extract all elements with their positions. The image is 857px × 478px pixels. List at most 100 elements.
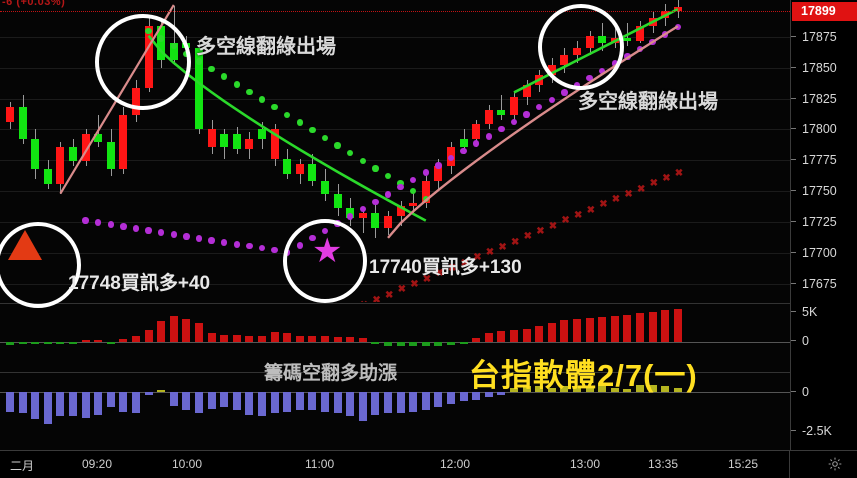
trend-stop-marker: ✖ <box>662 172 671 184</box>
oi-bar <box>636 384 644 392</box>
volume-bar <box>396 342 405 347</box>
annotation-exit-left: 多空線翻綠出場 <box>196 36 336 58</box>
candle-body <box>106 141 115 169</box>
oi-bar <box>245 392 254 415</box>
sar-dot-purple <box>397 184 404 191</box>
sar-dot-purple <box>170 231 177 238</box>
candle-body <box>358 213 367 219</box>
candle-wick <box>627 23 629 46</box>
sar-dot-purple <box>347 213 354 220</box>
sar-dot-green <box>195 58 203 65</box>
oi-bar <box>497 392 506 395</box>
sar-dot-purple <box>221 239 228 246</box>
oi-zero-line <box>0 392 790 393</box>
volume-bar <box>220 334 229 342</box>
oi-bar <box>6 392 14 412</box>
annotation-circle-signal-mid <box>283 219 367 303</box>
annotation-signal-left: 17748買訊多+40 <box>68 273 211 294</box>
oi-bar <box>510 387 518 392</box>
price-tick: 17800 <box>791 122 857 136</box>
oi-bar <box>56 392 65 416</box>
gear-icon[interactable] <box>827 456 843 472</box>
annotation-circle-exit-right <box>538 4 624 90</box>
oi-bar <box>321 392 329 412</box>
oi-bar <box>195 392 203 413</box>
sar-dot-purple <box>649 38 656 45</box>
sar-dot-purple <box>120 223 127 230</box>
oi-bar <box>232 392 241 410</box>
sar-dot-purple <box>422 169 429 176</box>
sar-dot-purple <box>271 247 278 254</box>
sar-dot-green <box>422 195 429 203</box>
trend-stop-marker: ✖ <box>637 183 646 195</box>
oi-bar <box>94 392 103 415</box>
candle-body <box>270 129 279 159</box>
volume-bar <box>333 336 342 342</box>
candle-body <box>459 139 468 147</box>
oi-bar <box>31 392 40 419</box>
trend-stop-marker: ✖ <box>611 194 621 206</box>
sar-dot-purple <box>359 205 366 213</box>
annotation-exit-right: 多空線翻綠出場 <box>578 91 718 113</box>
volume-bar <box>283 333 292 342</box>
oi-bar <box>598 386 607 392</box>
sar-dot-green <box>258 96 266 103</box>
candle-body <box>308 163 317 182</box>
time-tick: 13:35 <box>648 457 679 471</box>
volume-bar <box>623 314 632 342</box>
annotation-circle-signal-left <box>0 222 81 308</box>
candle-body <box>409 203 418 206</box>
time-tick: 13:00 <box>570 457 601 471</box>
trend-stop-marker: ✖ <box>536 225 545 237</box>
open-interest-pane[interactable] <box>0 372 790 450</box>
trend-stop-marker: ✖ <box>435 268 444 280</box>
sar-dot-green <box>309 126 316 134</box>
oi-bar <box>384 392 392 413</box>
sar-dot-purple <box>384 191 392 198</box>
oi-bar <box>535 386 544 392</box>
ticker-change: -6 (+0.03%) <box>2 0 66 8</box>
volume-bar <box>245 335 254 342</box>
trend-stop-marker: ✖ <box>473 252 482 264</box>
sar-dot-purple <box>195 235 203 242</box>
volume-bar <box>295 335 304 342</box>
sar-dot-purple <box>510 118 518 125</box>
volume-bar <box>610 316 619 342</box>
oi-bar <box>182 392 191 410</box>
oi-bar <box>673 387 682 392</box>
oi-bar <box>560 386 569 392</box>
candle-body <box>522 85 531 98</box>
sar-dot-green <box>233 81 240 88</box>
oi-bar <box>157 390 166 392</box>
time-axis[interactable]: 二月 09:20 10:00 11:00 12:00 13:00 13:35 15:25 <box>0 450 857 478</box>
volume-bar <box>484 333 493 342</box>
trend-stop-marker: ✖ <box>561 215 570 227</box>
oi-bar <box>522 386 531 392</box>
oi-bar <box>106 392 115 407</box>
price-tick: 17875 <box>791 30 857 44</box>
sar-dot-purple <box>536 104 543 111</box>
volume-bar <box>535 326 544 342</box>
trend-stop-marker: ✖ <box>586 204 595 216</box>
sar-dot-purple <box>674 24 681 31</box>
gridline <box>0 252 790 254</box>
price-axis[interactable]: 17899 17875 17850 17825 17800 17775 17750 1772… <box>790 0 857 450</box>
candle-body <box>119 114 128 169</box>
sar-dot-green <box>334 142 341 149</box>
sar-dot-purple <box>523 111 530 118</box>
sar-dot-green <box>372 165 379 172</box>
oi-bar <box>358 392 367 421</box>
sar-dot-green <box>271 104 278 111</box>
axis-tick: 0 <box>791 385 857 399</box>
oi-bar <box>472 392 481 400</box>
oi-bar <box>396 392 405 413</box>
oi-bar <box>207 392 216 409</box>
oi-bar <box>220 392 229 407</box>
sar-dot-purple <box>460 147 467 155</box>
candle-body <box>56 146 65 184</box>
sar-dot-green <box>410 188 417 195</box>
volume-bar <box>144 330 153 342</box>
sar-dot-purple <box>372 198 379 205</box>
volume-pane[interactable] <box>0 303 790 371</box>
candle-body <box>94 134 103 142</box>
